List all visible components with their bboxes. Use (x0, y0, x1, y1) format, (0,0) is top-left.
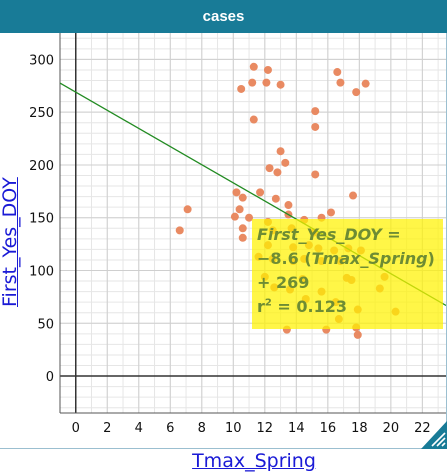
data-point (248, 78, 257, 87)
data-point (238, 193, 247, 202)
data-point (284, 201, 293, 210)
data-point (333, 68, 342, 77)
x-tick-label: 20 (383, 421, 400, 436)
x-tick-label: 4 (135, 421, 143, 436)
data-point (352, 88, 361, 97)
data-point (175, 226, 184, 235)
data-point (349, 191, 358, 200)
data-point (245, 213, 254, 222)
y-tick-label: 200 (29, 159, 54, 174)
y-axis-label[interactable]: First_Yes_DOY (0, 177, 21, 307)
data-point (237, 84, 246, 93)
x-tick-label: 2 (103, 421, 111, 436)
x-tick-label: 18 (351, 421, 368, 436)
data-point (183, 205, 192, 214)
graph-panel[interactable]: 0 50 100 150 200 250 300 0 2 4 6 8 10 12 14 16 18 20 22 Fi… (0, 33, 447, 472)
data-point (235, 205, 244, 214)
data-point (311, 107, 320, 116)
data-point (249, 62, 258, 71)
x-tick-label: 0 (72, 421, 80, 436)
data-point (263, 65, 272, 74)
data-point (311, 170, 320, 179)
data-point (281, 158, 290, 167)
x-tick-label: 16 (320, 421, 337, 436)
x-tick-label: 8 (198, 421, 206, 436)
x-tick-label: 14 (288, 421, 305, 436)
x-tick-label: 10 (225, 421, 242, 436)
data-point (276, 147, 285, 156)
y-tick-label: 100 (29, 265, 54, 280)
data-point (361, 79, 370, 88)
y-tick-label: 0 (46, 370, 54, 385)
data-point (276, 80, 285, 89)
data-point (265, 164, 274, 173)
data-point (232, 188, 241, 197)
data-point (262, 78, 271, 87)
data-point (271, 194, 280, 203)
data-point (238, 233, 247, 242)
data-point (230, 212, 239, 221)
data-point (353, 330, 362, 339)
window-title: cases (202, 8, 245, 25)
x-tick-label: 12 (257, 421, 274, 436)
data-point (256, 188, 265, 197)
x-axis-label[interactable]: Tmax_Spring (192, 450, 316, 472)
y-tick-label: 150 (29, 212, 54, 227)
resize-corner-icon[interactable] (421, 421, 447, 449)
data-point (238, 224, 247, 233)
window-titlebar[interactable]: cases (0, 0, 447, 33)
x-tick-label: 6 (166, 421, 174, 436)
x-tick-label: 22 (414, 421, 431, 436)
data-point (336, 78, 345, 87)
y-tick-label: 300 (29, 53, 54, 68)
data-point (273, 168, 282, 177)
data-point (249, 115, 258, 124)
regression-equation-box[interactable] (252, 219, 443, 329)
data-point (326, 208, 335, 217)
y-tick-label: 250 (29, 106, 54, 121)
data-point (311, 122, 320, 131)
y-tick-label: 50 (37, 317, 54, 332)
